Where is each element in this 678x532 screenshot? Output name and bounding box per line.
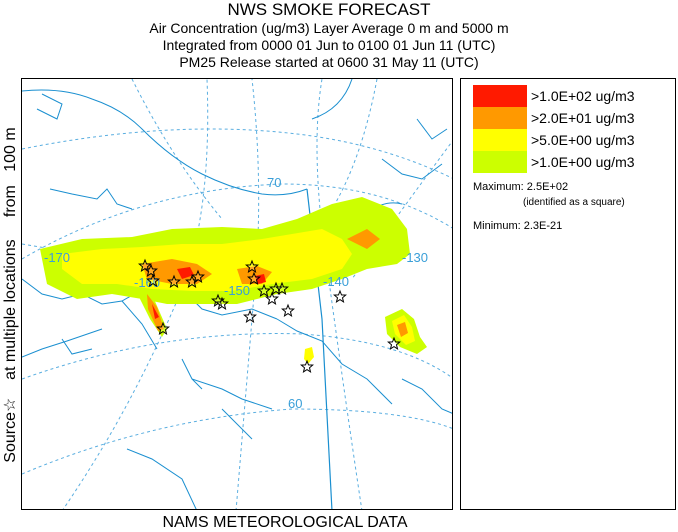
plume-south	[304, 347, 314, 364]
source-star-icon	[247, 271, 261, 286]
subtitle-quantity: Air Concentration (ug/m3) Layer Average …	[149, 20, 509, 36]
subtitle-release: PM25 Release started at 0600 31 May 11 (…	[179, 54, 479, 70]
maximum-note: (identified as a square)	[523, 197, 625, 208]
footer-label: NAMS METEOROLOGICAL DATA	[162, 514, 408, 531]
plume-east-orange	[397, 322, 408, 337]
source-star-icon	[144, 263, 158, 278]
source-star-icon	[185, 274, 199, 289]
plume-band-3	[142, 229, 380, 284]
label-lon-140: -140	[323, 274, 349, 289]
legend-swatch	[473, 107, 527, 129]
legend-swatch	[473, 129, 527, 151]
label-lon-170: -170	[44, 250, 70, 265]
source-star-icon	[333, 289, 347, 304]
page-title: NWS SMOKE FORECAST	[227, 0, 431, 19]
legend-label: >2.0E+01 ug/m3	[531, 110, 635, 126]
legend-item: >1.0E+00 ug/m3	[473, 151, 673, 173]
label-lat-70: 70	[267, 175, 281, 190]
source-star-icon	[245, 259, 259, 274]
legend-panel: >1.0E+02 ug/m3 >2.0E+01 ug/m3 >5.0E+00 u…	[460, 78, 676, 510]
legend-swatch	[473, 151, 527, 173]
minimum-label: Minimum: 2.3E-21	[473, 220, 563, 232]
maximum-label: Maximum: 2.5E+02	[473, 181, 569, 193]
source-star-icon	[191, 269, 205, 284]
source-star-icon	[243, 309, 257, 324]
legend-item: >5.0E+00 ug/m3	[473, 129, 673, 151]
map-panel: -170 -160 -150 -140 -130 70 60	[21, 78, 453, 510]
subtitle-integration: Integrated from 0000 01 Jun to 0100 01 J…	[162, 37, 496, 53]
source-star-icon	[281, 303, 295, 318]
map-canvas: -170 -160 -150 -140 -130 70 60	[22, 79, 452, 509]
source-star-icon	[167, 274, 181, 289]
source-star-icon	[156, 321, 170, 336]
source-star-icon	[146, 273, 160, 288]
source-star-icon	[138, 258, 152, 273]
source-markers	[138, 258, 401, 374]
source-star-icon	[215, 296, 229, 311]
source-star-icon	[257, 283, 271, 298]
label-lon-130: -130	[402, 250, 428, 265]
plume-band-2	[62, 229, 352, 291]
source-side-label: Source☆ at multiple locations from 100 m	[2, 127, 19, 463]
smoke-plume	[40, 197, 427, 364]
legend-label: >1.0E+00 ug/m3	[531, 154, 635, 170]
label-lon-150: -150	[224, 283, 250, 298]
legend-item: >1.0E+02 ug/m3	[473, 85, 673, 107]
border-line-north	[311, 79, 353, 120]
source-star-icon	[387, 336, 401, 351]
legend-item: >2.0E+01 ug/m3	[473, 107, 673, 129]
legend-label: >1.0E+02 ug/m3	[531, 88, 635, 104]
label-lat-60: 60	[288, 396, 302, 411]
source-star-icon	[300, 359, 314, 374]
label-lon-160: -160	[134, 275, 160, 290]
source-star-icon	[275, 281, 289, 296]
plume-band-4	[177, 267, 266, 284]
legend-label: >5.0E+00 ug/m3	[531, 132, 635, 148]
source-star-icon	[265, 291, 279, 306]
legend-swatch	[473, 85, 527, 107]
plume-spur-red	[152, 304, 159, 319]
graticule-labels: -170 -160 -150 -140 -130 70 60	[44, 175, 428, 411]
